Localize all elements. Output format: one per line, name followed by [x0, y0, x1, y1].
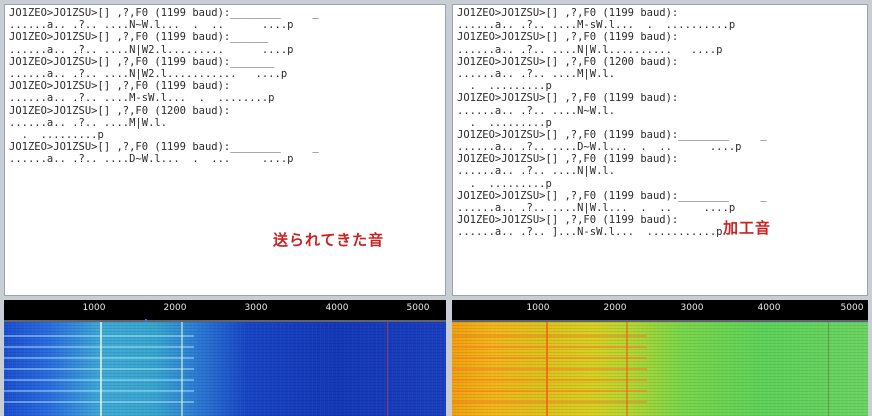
log-line: JO1ZEO>JO1ZSU>[] ,?,F0 (1199 baud):	[457, 153, 679, 166]
log-line: ......a.. .?.. ....N|W.l... . .. ....p	[457, 202, 736, 214]
log-line: ......a.. .?.. ....D~W.l... . .. ....p	[457, 141, 742, 154]
reference-line	[828, 322, 829, 416]
signal-trace	[452, 368, 647, 370]
log-line: . .........p	[457, 116, 552, 129]
mark-tone-marker-icon[interactable]	[545, 314, 553, 329]
log-line: ......a.. .?.. ....N|W2.l......... ....p	[9, 43, 294, 56]
signal-trace	[4, 368, 194, 370]
log-line: ......a.. .?.. ....M|W.l.	[9, 116, 168, 129]
log-line: JO1ZEO>JO1ZSU>[] ,?,F0 (1199 baud):	[457, 92, 679, 105]
signal-trace	[4, 379, 194, 381]
log-line: ......a.. .?.. ....N|W.l.......... ....p	[457, 43, 723, 56]
caption-processed-audio: 加工音	[723, 219, 772, 237]
signal-trace	[4, 390, 194, 392]
log-line: ......a.. .?.. ....N|W.l.	[457, 165, 616, 178]
decoded-log-right: JO1ZEO>JO1ZSU>[] ,?,F0 (1199 baud): ....…	[457, 7, 863, 239]
scale-baseline	[452, 320, 868, 322]
decoded-log-left: JO1ZEO>JO1ZSU>[] ,?,F0 (1199 baud):_____…	[9, 7, 441, 165]
log-line: JO1ZEO>JO1ZSU>[] ,?,F0 (1200 baud):	[457, 55, 679, 68]
space-frequency-line	[181, 322, 183, 416]
signal-trace	[4, 335, 194, 337]
scale-label-4000: 4000	[757, 303, 781, 313]
log-line: ......a.. .?.. ....N~W.l.	[457, 104, 616, 117]
log-line: JO1ZEO>JO1ZSU>[] ,?,F0 (1199 baud):	[457, 7, 679, 19]
scale-label-2000: 2000	[603, 303, 627, 313]
spectrum-noise	[4, 322, 446, 416]
frequency-scale[interactable]: 1000 2000 3000 4000 5000	[452, 300, 868, 329]
signal-trace	[4, 357, 194, 359]
log-line: JO1ZEO>JO1ZSU>[] ,?,F0 (1199 baud):	[457, 31, 679, 44]
mark-tone-marker-icon[interactable]	[99, 314, 107, 329]
mark-frequency-line	[546, 322, 548, 416]
scale-label-5000: 5000	[406, 303, 430, 313]
log-line: JO1ZEO>JO1ZSU>[] ,?,F0 (1199 baud):	[457, 214, 679, 227]
frequency-scale[interactable]: 1000 2000 3000 4000 5000	[4, 300, 446, 329]
signal-trace	[4, 401, 194, 403]
log-line: ......a.. .?.. ....N|W2.l........... ...…	[9, 67, 288, 80]
log-line: . .........p	[457, 80, 552, 93]
scale-label-4000: 4000	[325, 303, 349, 313]
scale-label-3000: 3000	[244, 303, 268, 313]
scale-label-5000: 5000	[840, 303, 864, 313]
waterfall-right[interactable]: 1000 2000 3000 4000 5000	[452, 300, 868, 416]
space-tone-marker-icon[interactable]	[180, 314, 188, 329]
log-line: ......a.. .?.. ]...N-sW.l... ...........…	[457, 226, 723, 239]
log-line: JO1ZEO>JO1ZSU>[] ,?,F0 (1199 baud):_____…	[9, 55, 275, 68]
waterfall-left[interactable]: 1000 2000 3000 4000 5000	[4, 300, 446, 416]
caption-received-audio: 送られてきた音	[273, 231, 385, 249]
signal-trace	[452, 379, 647, 381]
scale-label-1000: 1000	[526, 303, 550, 313]
log-line: JO1ZEO>JO1ZSU>[] ,?,F0 (1199 baud):_____…	[9, 141, 319, 154]
scale-label-1000: 1000	[82, 303, 106, 313]
log-line: JO1ZEO>JO1ZSU>[] ,?,F0 (1199 baud):_____…	[457, 128, 767, 141]
signal-trace	[452, 390, 647, 392]
spectrum-field[interactable]	[4, 322, 446, 416]
log-line: JO1ZEO>JO1ZSU>[] ,?,F0 (1199 baud):_____…	[457, 189, 767, 202]
log-line: JO1ZEO>JO1ZSU>[] ,?,F0 (1199 baud):_____…	[9, 31, 269, 44]
log-line: ......a.. .?.. ....D~W.l... . ... ....p	[9, 153, 294, 166]
scale-label-3000: 3000	[680, 303, 704, 313]
decoded-text-pane-right[interactable]: JO1ZEO>JO1ZSU>[] ,?,F0 (1199 baud): ....…	[452, 4, 868, 296]
center-marker-icon	[142, 312, 150, 327]
signal-trace	[452, 346, 647, 348]
signal-trace	[452, 335, 647, 337]
signal-trace	[4, 346, 194, 348]
scale-baseline	[4, 320, 446, 322]
log-line: ......a.. .?.. ....M|W.l.	[457, 67, 616, 80]
decoded-text-pane-left[interactable]: JO1ZEO>JO1ZSU>[] ,?,F0 (1199 baud):_____…	[4, 4, 446, 296]
log-line: ......a.. .?.. ....N~W.l... . .. ....p	[9, 19, 294, 32]
log-line: . .........p	[457, 177, 552, 190]
log-line: ......a.. .?.. ....M-sW.l... . ........p	[9, 92, 275, 105]
log-line: JO1ZEO>JO1ZSU>[] ,?,F0 (1199 baud):	[9, 80, 231, 93]
signal-trace	[452, 401, 647, 403]
scale-label-2000: 2000	[163, 303, 187, 313]
log-line: JO1ZEO>JO1ZSU>[] ,?,F0 (1200 baud):	[9, 104, 231, 117]
log-line: . .........p	[9, 128, 104, 141]
space-tone-marker-icon[interactable]	[625, 314, 633, 329]
mark-frequency-line	[100, 322, 102, 416]
log-line: JO1ZEO>JO1ZSU>[] ,?,F0 (1199 baud):_____…	[9, 7, 319, 19]
space-frequency-line	[626, 322, 628, 416]
reference-line	[387, 322, 388, 416]
signal-trace	[452, 357, 647, 359]
log-line: ......a.. .?.. ....M-sW.l... . .........…	[457, 19, 736, 32]
